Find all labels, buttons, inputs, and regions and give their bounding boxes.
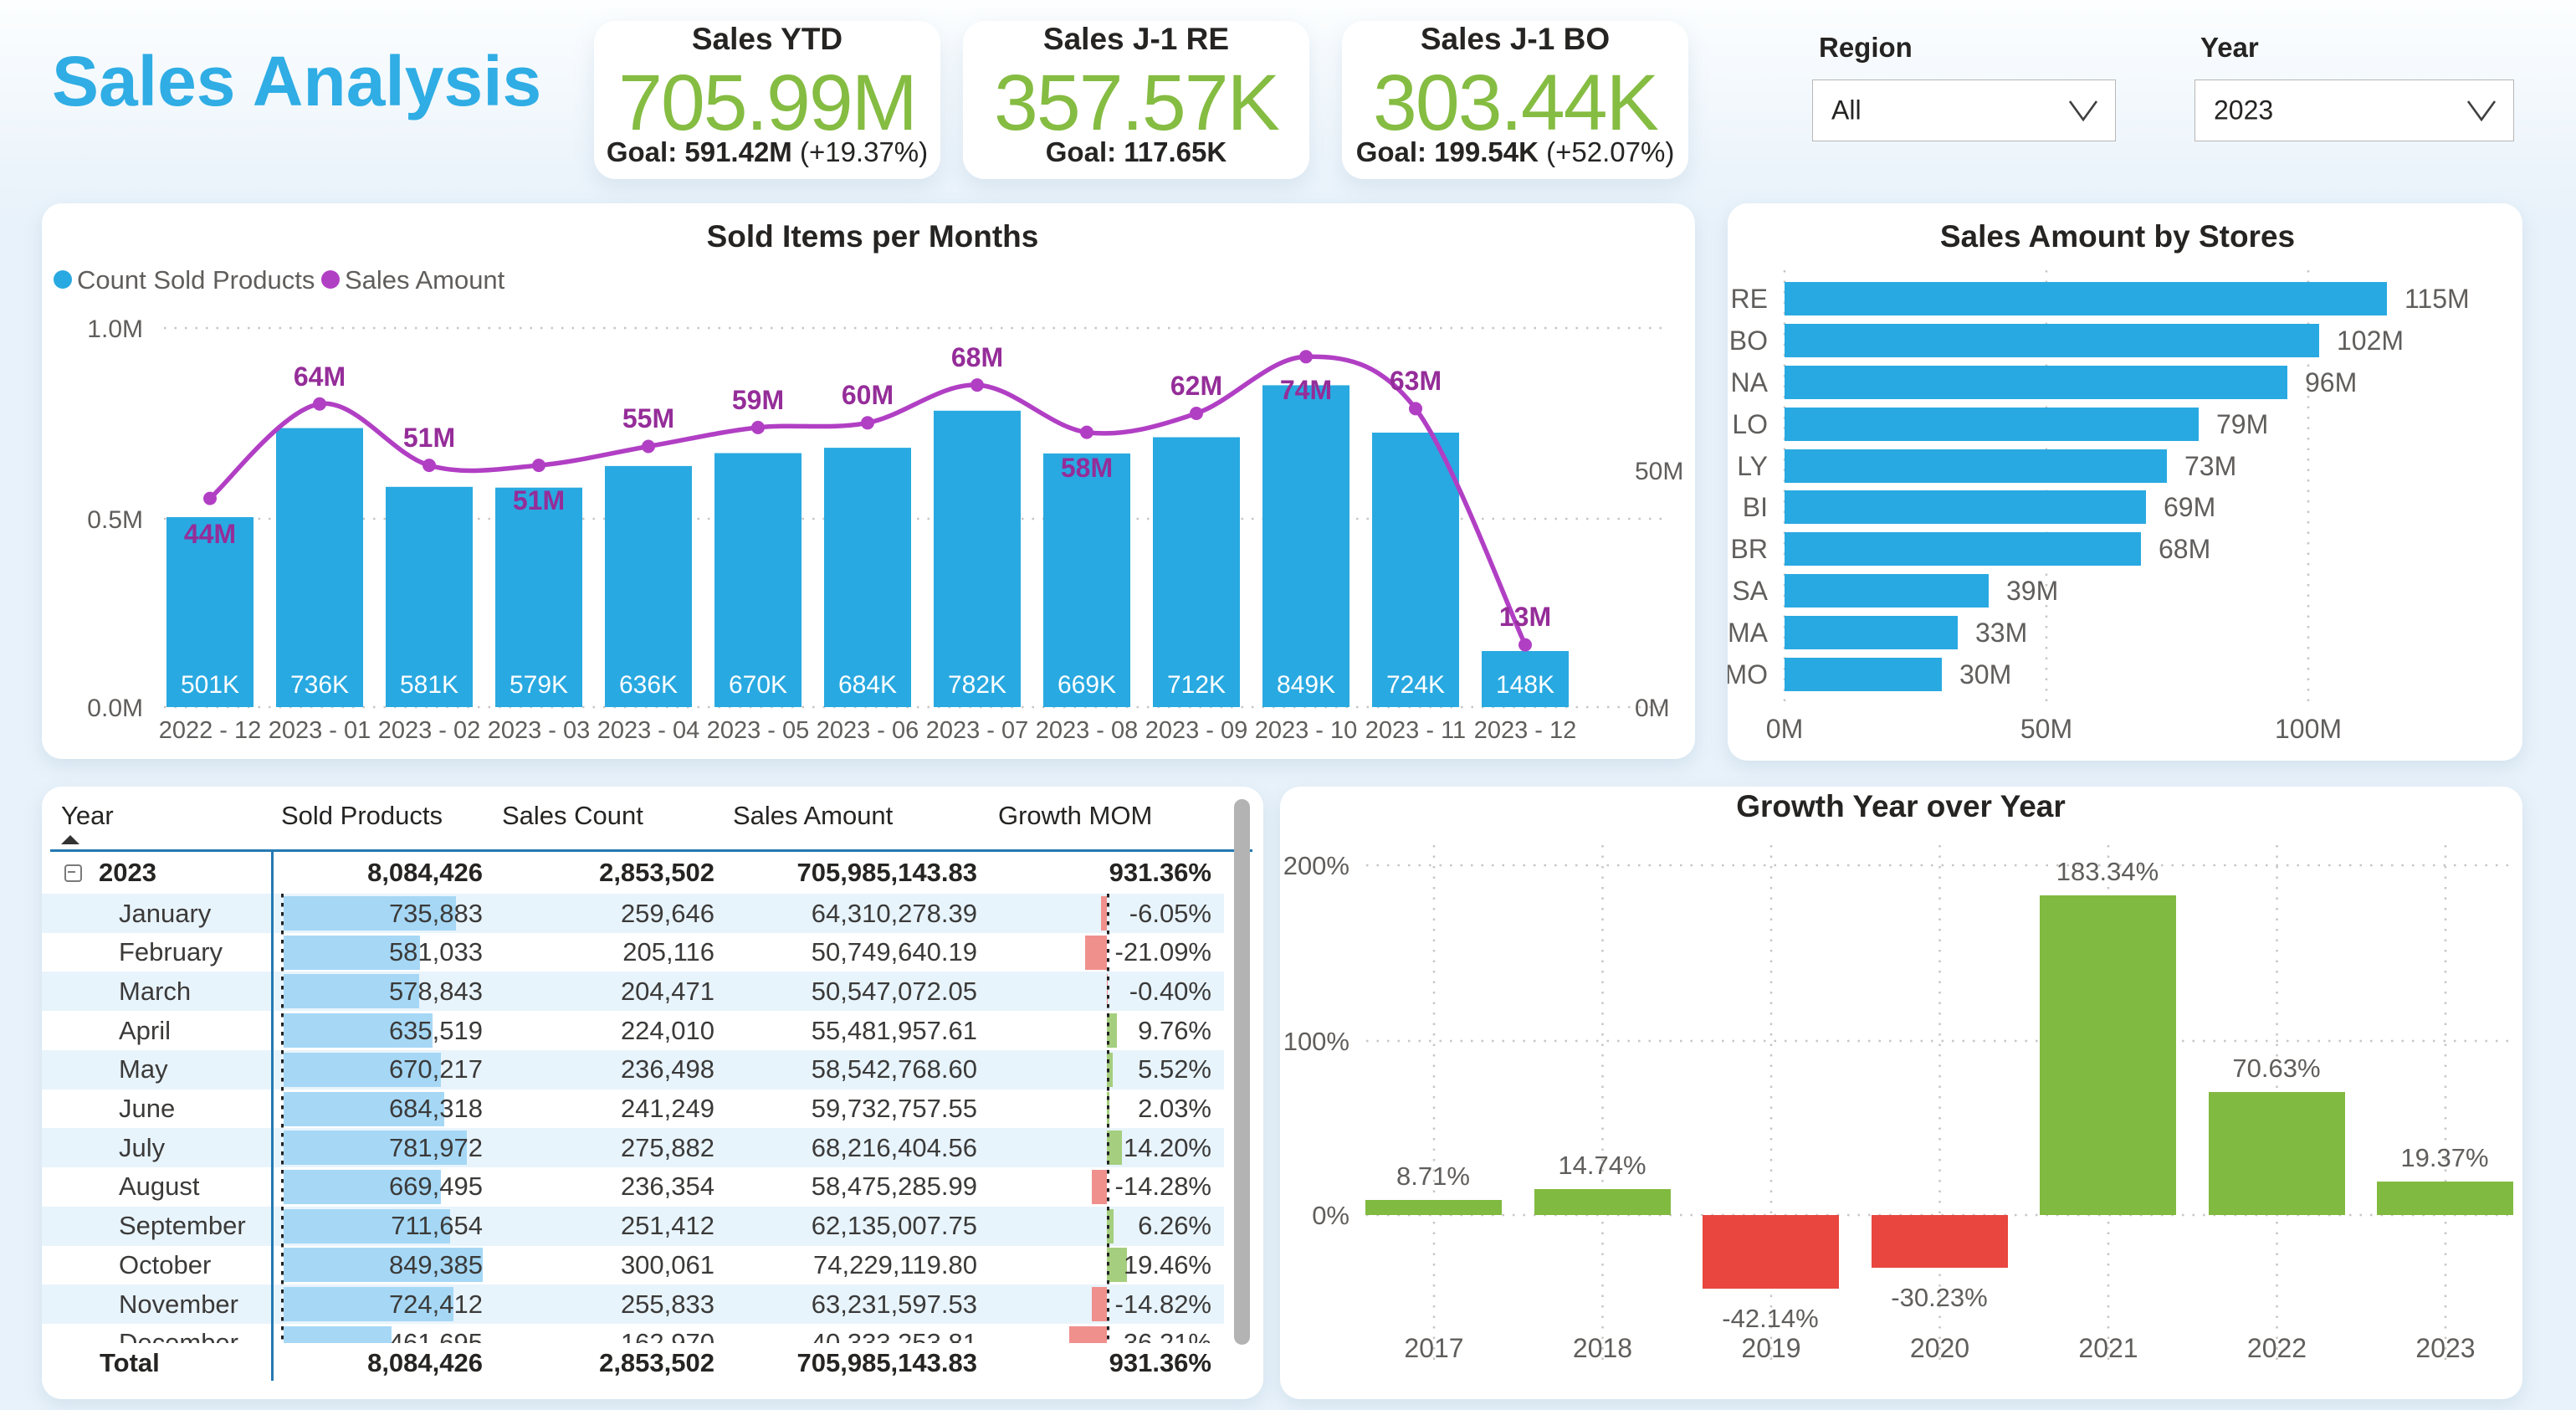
- svg-text:724K: 724K: [1386, 671, 1445, 699]
- svg-text:2023 - 09: 2023 - 09: [1145, 717, 1248, 744]
- svg-text:2023 - 06: 2023 - 06: [817, 717, 919, 744]
- svg-text:849K: 849K: [1277, 671, 1335, 699]
- svg-text:0%: 0%: [1312, 1201, 1349, 1230]
- svg-text:51M: 51M: [513, 485, 565, 515]
- svg-text:2022: 2022: [2247, 1333, 2307, 1363]
- svg-text:2023 - 01: 2023 - 01: [269, 717, 371, 744]
- svg-text:0.5M: 0.5M: [87, 506, 143, 534]
- svg-text:581K: 581K: [400, 671, 458, 699]
- svg-text:669K: 669K: [1058, 671, 1116, 699]
- svg-text:2023 - 03: 2023 - 03: [488, 717, 591, 744]
- svg-text:2018: 2018: [1573, 1333, 1632, 1363]
- svg-text:59M: 59M: [732, 385, 784, 415]
- svg-text:0M: 0M: [1766, 714, 1803, 744]
- svg-text:2023 - 07: 2023 - 07: [926, 717, 1029, 744]
- svg-text:2017: 2017: [1404, 1333, 1463, 1363]
- svg-text:96M: 96M: [2305, 367, 2357, 397]
- svg-text:50M: 50M: [2020, 714, 2072, 744]
- svg-text:736K: 736K: [290, 671, 349, 699]
- svg-text:2023 - 08: 2023 - 08: [1036, 717, 1139, 744]
- svg-text:2022 - 12: 2022 - 12: [159, 717, 262, 744]
- svg-text:LY: LY: [1737, 451, 1768, 481]
- svg-text:782K: 782K: [948, 671, 1006, 699]
- svg-text:Sold Items per Months: Sold Items per Months: [707, 219, 1039, 254]
- svg-text:30M: 30M: [1959, 659, 2011, 690]
- svg-text:74M: 74M: [1280, 375, 1332, 405]
- svg-text:Sales Amount by Stores: Sales Amount by Stores: [1940, 219, 2295, 254]
- svg-text:2023 - 04: 2023 - 04: [597, 717, 700, 744]
- svg-text:670K: 670K: [729, 671, 787, 699]
- svg-text:70.63%: 70.63%: [2232, 1054, 2320, 1083]
- svg-text:200%: 200%: [1283, 851, 1349, 880]
- svg-text:68M: 68M: [951, 342, 1003, 372]
- svg-text:64M: 64M: [294, 361, 346, 392]
- svg-text:2023 - 05: 2023 - 05: [707, 717, 810, 744]
- svg-text:-42.14%: -42.14%: [1722, 1304, 1818, 1333]
- svg-text:0.0M: 0.0M: [87, 695, 143, 722]
- svg-text:51M: 51M: [403, 423, 455, 453]
- svg-text:79M: 79M: [2216, 409, 2268, 439]
- svg-text:0M: 0M: [1635, 695, 1670, 722]
- svg-text:2023 - 02: 2023 - 02: [378, 717, 481, 744]
- svg-text:RE: RE: [1731, 284, 1768, 314]
- svg-text:BI: BI: [1743, 492, 1768, 522]
- svg-text:2023 - 11: 2023 - 11: [1365, 717, 1466, 744]
- svg-text:SA: SA: [1732, 576, 1768, 606]
- svg-text:BO: BO: [1729, 326, 1768, 356]
- svg-text:39M: 39M: [2006, 576, 2058, 606]
- svg-text:62M: 62M: [1170, 371, 1222, 401]
- svg-text:-30.23%: -30.23%: [1891, 1283, 1987, 1312]
- svg-text:Sales Amount: Sales Amount: [345, 265, 505, 295]
- svg-text:100%: 100%: [1283, 1027, 1349, 1056]
- svg-text:44M: 44M: [184, 519, 236, 549]
- svg-text:LO: LO: [1732, 409, 1768, 439]
- svg-text:183.34%: 183.34%: [2056, 857, 2159, 886]
- svg-text:55M: 55M: [622, 403, 674, 433]
- svg-text:684K: 684K: [838, 671, 897, 699]
- svg-text:1.0M: 1.0M: [87, 315, 143, 343]
- svg-text:NA: NA: [1731, 367, 1769, 397]
- svg-text:102M: 102M: [2337, 326, 2404, 356]
- svg-text:60M: 60M: [842, 380, 894, 410]
- svg-text:50M: 50M: [1635, 458, 1683, 485]
- svg-text:33M: 33M: [1975, 618, 2027, 648]
- svg-text:148K: 148K: [1496, 671, 1554, 699]
- svg-text:63M: 63M: [1390, 366, 1442, 396]
- svg-text:2023 - 12: 2023 - 12: [1474, 717, 1577, 744]
- svg-text:MA: MA: [1728, 618, 1769, 648]
- svg-text:2023: 2023: [2415, 1333, 2475, 1363]
- svg-text:2023 - 10: 2023 - 10: [1255, 717, 1358, 744]
- svg-text:BR: BR: [1731, 534, 1768, 564]
- svg-text:712K: 712K: [1167, 671, 1226, 699]
- svg-text:501K: 501K: [181, 671, 239, 699]
- svg-text:2021: 2021: [2078, 1333, 2138, 1363]
- svg-text:73M: 73M: [2184, 451, 2236, 481]
- svg-text:115M: 115M: [2404, 284, 2470, 314]
- svg-text:636K: 636K: [619, 671, 678, 699]
- svg-text:2020: 2020: [1910, 1333, 1969, 1363]
- svg-text:58M: 58M: [1061, 453, 1113, 483]
- svg-text:68M: 68M: [2159, 534, 2210, 564]
- svg-text:Count Sold Products: Count Sold Products: [77, 265, 315, 295]
- svg-text:13M: 13M: [1499, 602, 1551, 632]
- svg-text:69M: 69M: [2164, 492, 2215, 522]
- svg-text:MO: MO: [1728, 659, 1768, 690]
- svg-text:19.37%: 19.37%: [2400, 1143, 2488, 1172]
- svg-text:100M: 100M: [2275, 714, 2342, 744]
- svg-text:2019: 2019: [1741, 1333, 1800, 1363]
- svg-text:14.74%: 14.74%: [1558, 1151, 1646, 1180]
- svg-text:Growth Year over Year: Growth Year over Year: [1736, 789, 2066, 823]
- svg-text:579K: 579K: [510, 671, 568, 699]
- svg-text:8.71%: 8.71%: [1396, 1161, 1470, 1191]
